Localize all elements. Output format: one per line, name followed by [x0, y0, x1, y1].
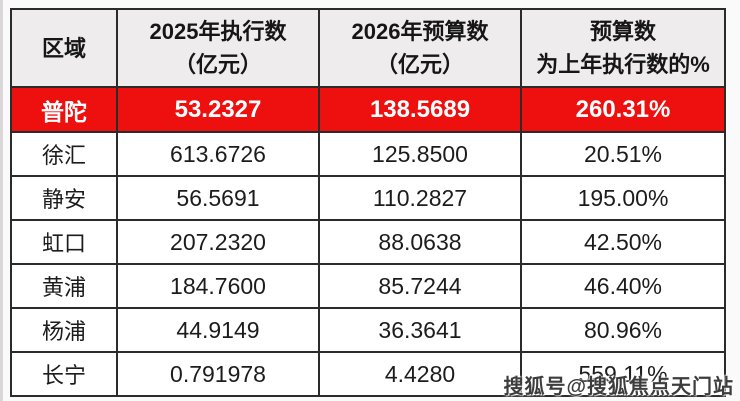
exec-2025-cell: 53.2327: [118, 88, 320, 131]
ratio-cell: 20.51%: [583, 140, 662, 167]
ratio-cell: 46.40%: [583, 272, 662, 299]
ratio-cell: 559.11%: [578, 360, 668, 387]
table-row-jingan: 静安 56.5691 110.2827 195.00%: [12, 177, 724, 221]
exec-2025-cell: 44.9149: [118, 309, 320, 351]
exec-2025-cell: 613.6726: [118, 133, 320, 175]
budget-2026-cell: 88.0638: [320, 221, 522, 263]
table-row-huangpu: 黄浦 184.7600 85.7244 46.40%: [12, 265, 724, 309]
budget-2026-cell: 85.7244: [320, 265, 522, 307]
region-cell: 长宁: [12, 353, 118, 395]
ratio-cell: 80.96%: [583, 316, 662, 343]
region-cell: 虹口: [12, 221, 118, 263]
header-ratio-line1: 预算数: [589, 19, 656, 44]
region-cell: 普陀: [12, 88, 118, 131]
ratio-cell: 195.00%: [577, 184, 669, 211]
budget-2026-cell: 138.5689: [320, 88, 522, 131]
region-cell: 杨浦: [12, 309, 118, 351]
region-cell: 徐汇: [12, 133, 118, 175]
budget-2026-cell: 110.2827: [320, 177, 522, 219]
exec-2025-cell: 56.5691: [118, 177, 320, 219]
header-budget-2026-line1: 2026年预算数: [351, 19, 489, 44]
region-cell: 黄浦: [12, 265, 118, 307]
table-row-putuo: 普陀 53.2327 138.5689 260.31%: [12, 88, 724, 133]
header-cell-budget-2026: 2026年预算数 （亿元）: [320, 10, 522, 86]
table-row-hongkou: 虹口 207.2320 88.0638 42.50%: [12, 221, 724, 265]
header-cell-ratio: 预算数 为上年执行数的%: [522, 10, 724, 86]
region-cell: 静安: [12, 177, 118, 219]
table-header-row: 区域 2025年执行数 （亿元） 2026年预算数 （亿元） 预算数 为上年执行…: [12, 10, 724, 88]
budget-2026-cell: 36.3641: [320, 309, 522, 351]
budget-2026-cell: 4.4280: [320, 353, 522, 395]
exec-2025-cell: 207.2320: [118, 221, 320, 263]
header-cell-exec-2025: 2025年执行数 （亿元）: [118, 10, 320, 86]
table-row-xuhui: 徐汇 613.6726 125.8500 20.51%: [12, 133, 724, 177]
header-region-label: 区域: [41, 35, 86, 61]
page-left-edge: [0, 0, 3, 401]
table-row-changning: 长宁 0.791978 4.4280 559.11%: [12, 353, 724, 395]
exec-2025-cell: 0.791978: [118, 353, 320, 395]
ratio-cell: 42.50%: [583, 228, 662, 255]
watermark: 搜狐号@搜狐焦点天门站: [503, 376, 734, 398]
header-cell-region: 区域: [12, 10, 118, 86]
ratio-cell: 260.31%: [575, 95, 671, 123]
exec-2025-cell: 184.7600: [118, 265, 320, 307]
header-ratio-line2: 为上年执行数的%: [536, 52, 710, 77]
header-exec-2025-line2: （亿元）: [173, 52, 262, 77]
table-row-yangpu: 杨浦 44.9149 36.3641 80.96%: [12, 309, 724, 353]
header-exec-2025-line1: 2025年执行数: [149, 19, 287, 44]
budget-table: 区域 2025年执行数 （亿元） 2026年预算数 （亿元） 预算数 为上年执行…: [10, 8, 726, 397]
budget-2026-cell: 125.8500: [320, 133, 522, 175]
header-budget-2026-line2: （亿元）: [375, 52, 464, 77]
